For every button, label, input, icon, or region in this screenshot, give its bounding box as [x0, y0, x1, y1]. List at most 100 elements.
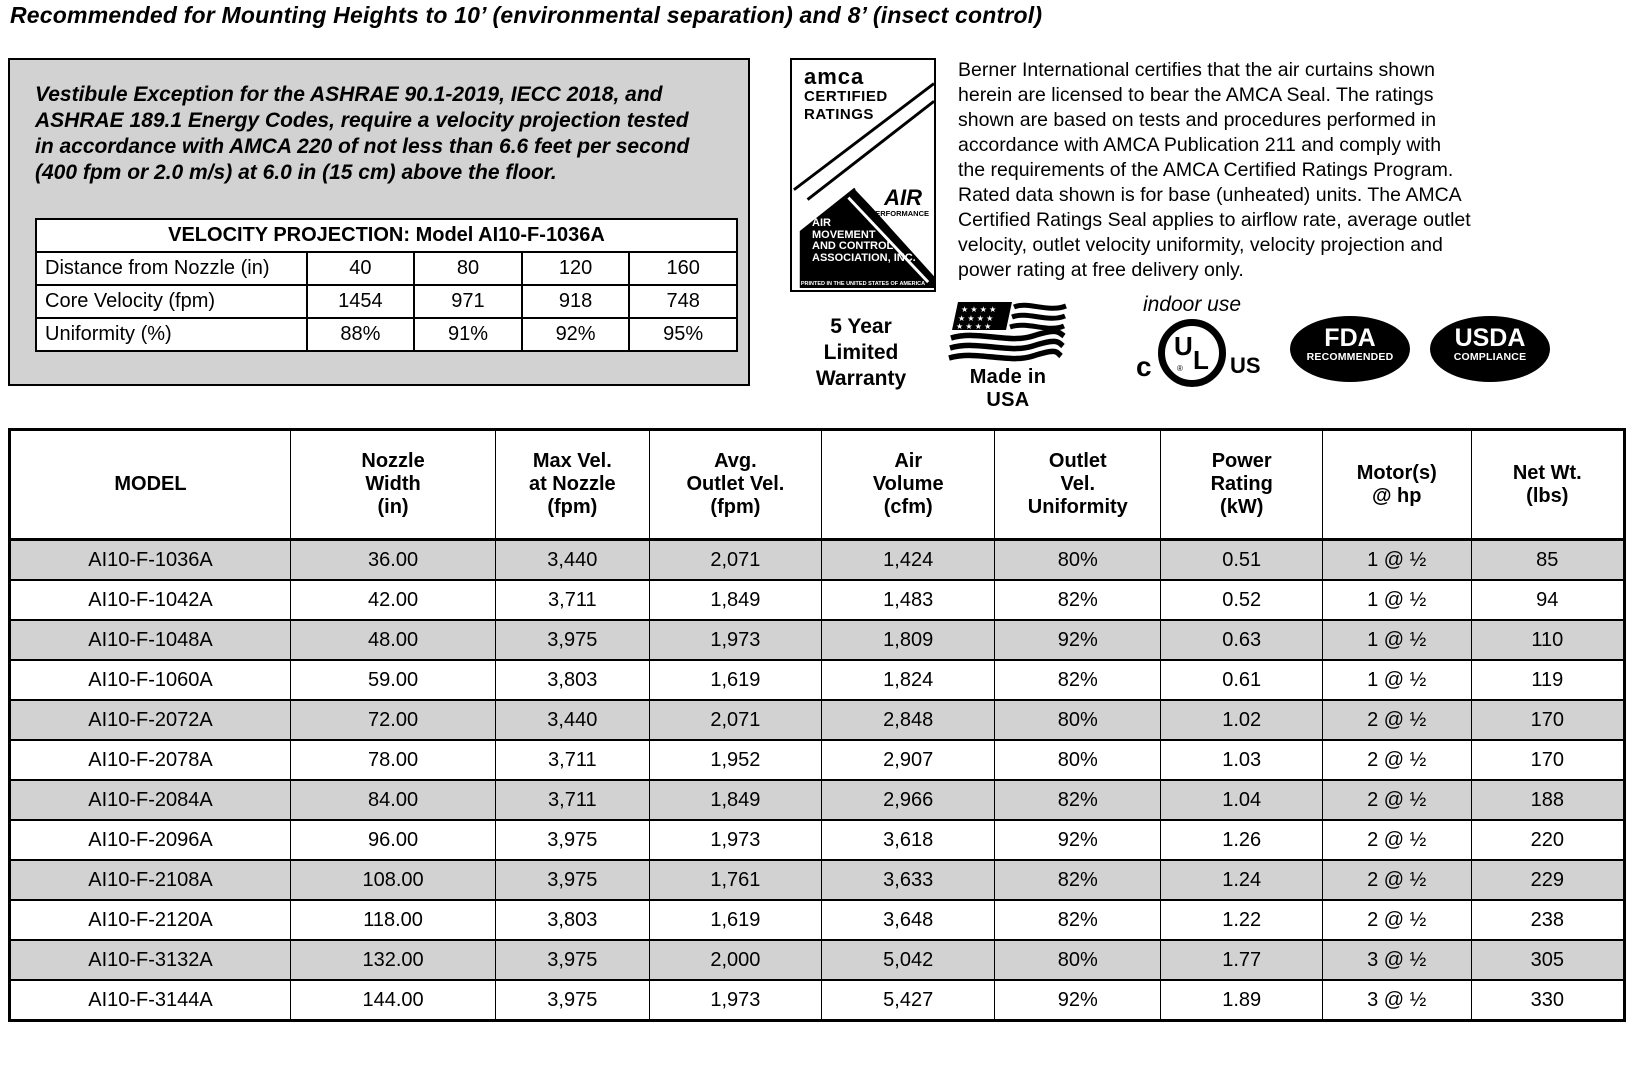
value-cell: 3,440 [495, 538, 650, 581]
value-cell: 2 @ ½ [1321, 859, 1472, 901]
column-header: Nozzle Width (in) [289, 429, 497, 541]
value-cell: 2 @ ½ [1321, 739, 1472, 781]
value-cell: 1,849 [648, 779, 823, 821]
value-cell: 5,427 [821, 979, 996, 1021]
value-cell: 92% [994, 819, 1162, 861]
value-cell: 1.22 [1160, 899, 1323, 941]
value-cell: 119 [1470, 659, 1626, 701]
spec-table-row: AI10-F-2072A 72.00 3,440 2,071 2,848 80% 1.02 2… [9, 699, 1626, 741]
fda-recommended-badge: FDA RECOMMENDED [1290, 316, 1410, 382]
value-cell: 82% [994, 899, 1162, 941]
value-cell: 82% [994, 659, 1162, 701]
value-cell: 748 [628, 284, 738, 319]
model-cell: AI10-F-1048A [9, 619, 291, 661]
value-cell: 1.26 [1160, 819, 1323, 861]
value-cell: 2 @ ½ [1321, 899, 1472, 941]
usa-flag-icon: ★ ★ ★ ★ ★ ★ ★ ★ ★ ★ ★ ★ [948, 302, 1067, 362]
value-cell: 80% [994, 699, 1162, 741]
value-cell: 3,975 [495, 859, 650, 901]
amca-air-text: AIR [884, 185, 922, 210]
value-cell: 3,648 [821, 899, 996, 941]
value-cell: 0.52 [1160, 579, 1323, 621]
value-cell: 85 [1470, 538, 1626, 581]
value-cell: 330 [1470, 979, 1626, 1021]
value-cell: 3 @ ½ [1321, 939, 1472, 981]
value-cell: 305 [1470, 939, 1626, 981]
amca-fine-print: PRINTED IN THE UNITED STATES OF AMERICA [800, 281, 926, 288]
amca-ratings-text: RATINGS [804, 106, 874, 123]
spec-table-row: AI10-F-2078A 78.00 3,711 1,952 2,907 80% 1.03 2… [9, 739, 1626, 781]
ul-registered-mark: ® [1177, 364, 1183, 373]
value-cell: 80 [413, 251, 523, 286]
made-in-usa-badge: ★ ★ ★ ★ ★ ★ ★ ★ ★ ★ ★ ★ Made in USA [948, 300, 1068, 411]
value-cell: 229 [1470, 859, 1626, 901]
value-cell: 3,711 [495, 779, 650, 821]
spec-table-row: AI10-F-2120A 118.00 3,803 1,619 3,648 82% 1.22… [9, 899, 1626, 941]
ul-canada-letter: c [1136, 351, 1152, 382]
column-header: Net Wt. (lbs) [1470, 429, 1626, 541]
value-cell: 72.00 [289, 699, 497, 741]
row-label: Core Velocity (fpm) [35, 284, 308, 319]
value-cell: 3 @ ½ [1321, 979, 1472, 1021]
value-cell: 92% [994, 619, 1162, 661]
value-cell: 120 [520, 251, 631, 286]
value-cell: 2,071 [648, 538, 823, 581]
value-cell: 5,042 [821, 939, 996, 981]
value-cell: 3,633 [821, 859, 996, 901]
value-cell: 42.00 [289, 579, 497, 621]
value-cell: 220 [1470, 819, 1626, 861]
amca-certified-text: CERTIFIED [804, 88, 888, 105]
value-cell: 1,424 [821, 538, 996, 581]
model-cell: AI10-F-2072A [9, 699, 291, 741]
model-cell: AI10-F-2096A [9, 819, 291, 861]
spec-table-row: AI10-F-1048A 48.00 3,975 1,973 1,809 92% 0.63 1… [9, 619, 1626, 661]
model-cell: AI10-F-2108A [9, 859, 291, 901]
value-cell: 2,907 [821, 739, 996, 781]
value-cell: 3,711 [495, 579, 650, 621]
value-cell: 1,824 [821, 659, 996, 701]
column-header: Outlet Vel. Uniformity [994, 429, 1162, 541]
value-cell: 1.02 [1160, 699, 1323, 741]
value-cell: 1.89 [1160, 979, 1323, 1021]
column-header: Max Vel. at Nozzle (fpm) [495, 429, 650, 541]
model-cell: AI10-F-2084A [9, 779, 291, 821]
page-title: Recommended for Mounting Heights to 10’ … [10, 2, 1043, 28]
value-cell: 1,952 [648, 739, 823, 781]
value-cell: 2,848 [821, 699, 996, 741]
value-cell: 3,975 [495, 979, 650, 1021]
amca-performance-text: PERFORMANCE [870, 209, 929, 218]
value-cell: 95% [628, 317, 738, 352]
velocity-table-row: Distance from Nozzle (in) 40 80 120 160 [35, 251, 738, 286]
value-cell: 0.63 [1160, 619, 1323, 661]
value-cell: 2,071 [648, 699, 823, 741]
value-cell: 144.00 [289, 979, 497, 1021]
value-cell: 1,973 [648, 819, 823, 861]
value-cell: 48.00 [289, 619, 497, 661]
model-cell: AI10-F-1042A [9, 579, 291, 621]
value-cell: 3,618 [821, 819, 996, 861]
ul-logo-icon: U L ® [1158, 319, 1226, 387]
value-cell: 108.00 [289, 859, 497, 901]
value-cell: 238 [1470, 899, 1626, 941]
value-cell: 80% [994, 939, 1162, 981]
value-cell: 3,975 [495, 819, 650, 861]
value-cell: 3,803 [495, 899, 650, 941]
fda-label: FDA [1324, 324, 1376, 352]
amca-brand-text: amca [804, 64, 865, 89]
velocity-table-title-row: VELOCITY PROJECTION: Model AI10-F-1036A [35, 218, 738, 253]
value-cell: 92% [520, 317, 631, 352]
value-cell: 80% [994, 739, 1162, 781]
spec-table-header-row: MODEL Nozzle Width (in) Max Vel. at Nozzle… [9, 429, 1626, 541]
value-cell: 94 [1470, 579, 1626, 621]
spec-table-row: AI10-F-3132A 132.00 3,975 2,000 5,042 80% 1.77… [9, 939, 1626, 981]
value-cell: 1,619 [648, 899, 823, 941]
velocity-table-row: Uniformity (%) 88% 91% 92% 95% [35, 317, 738, 352]
value-cell: 1,973 [648, 619, 823, 661]
value-cell: 82% [994, 579, 1162, 621]
ul-letter-u: U [1174, 331, 1193, 361]
value-cell: 1,849 [648, 579, 823, 621]
ul-us-letters: US [1230, 353, 1261, 378]
value-cell: 0.51 [1160, 538, 1323, 581]
value-cell: 170 [1470, 699, 1626, 741]
